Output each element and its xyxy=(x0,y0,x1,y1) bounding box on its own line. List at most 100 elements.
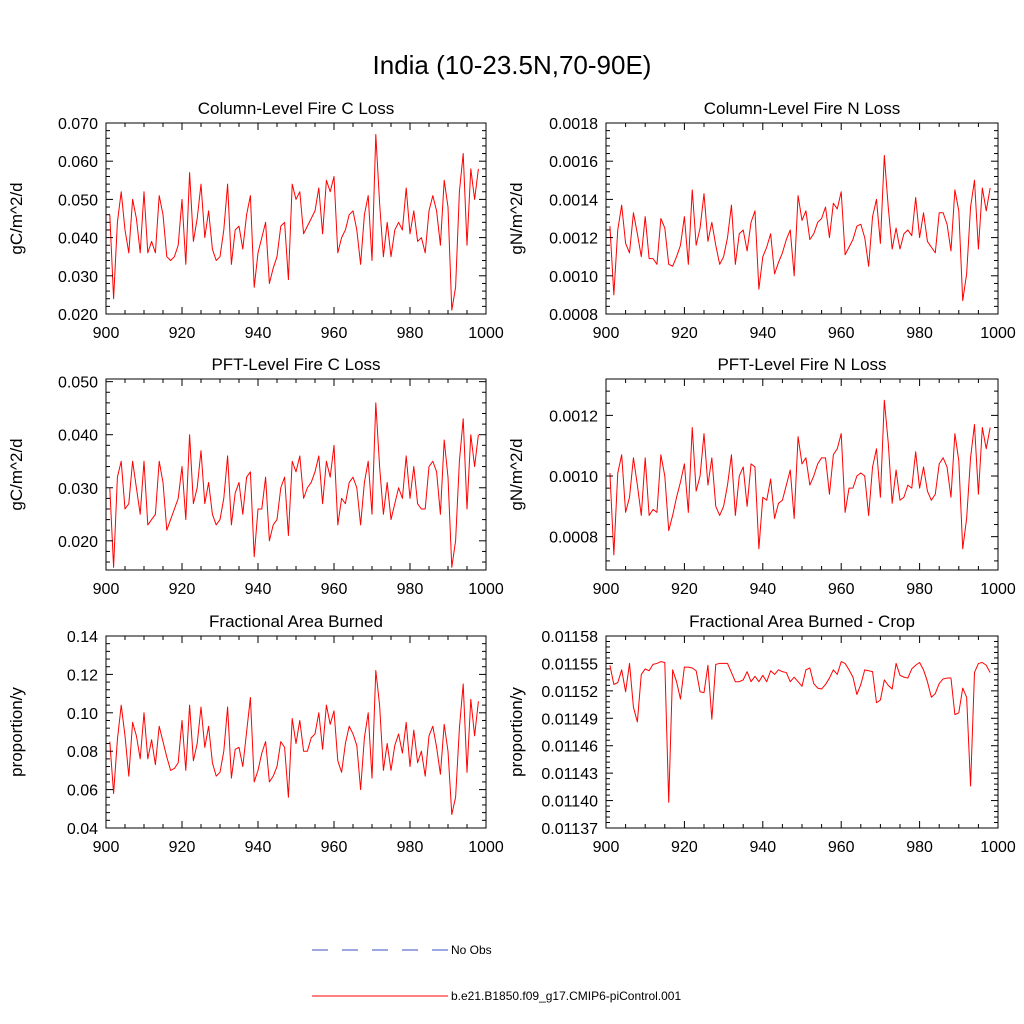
y-tick-label: 0.030 xyxy=(58,269,98,286)
x-tick-label: 980 xyxy=(397,325,424,342)
y-axis-label: gC/m^2/d xyxy=(7,182,26,254)
series-line-1-1 xyxy=(109,133,479,311)
y-tick-label: 0.0012 xyxy=(549,231,598,248)
legend-no-obs-label: No Obs xyxy=(451,943,492,957)
legend-model-label: b.e21.B1850.f09_g17.CMIP6-piControl.001 xyxy=(451,989,681,1003)
chart-title: PFT-Level Fire C Loss xyxy=(211,355,380,374)
x-tick-label: 940 xyxy=(245,325,272,342)
y-tick-label: 0.01155 xyxy=(541,656,598,673)
x-tick-label: 900 xyxy=(593,581,620,598)
y-tick-label: 0.01143 xyxy=(541,766,598,783)
plot-frame xyxy=(105,635,487,829)
x-tick-label: 900 xyxy=(93,581,120,598)
series-line-5-1 xyxy=(109,670,479,816)
x-tick-label: 900 xyxy=(593,325,620,342)
x-tick-label: 920 xyxy=(169,839,196,856)
y-tick-label: 0.01146 xyxy=(541,739,598,756)
x-tick-label: 960 xyxy=(321,839,348,856)
x-tick-label: 920 xyxy=(671,325,698,342)
x-tick-label: 980 xyxy=(906,839,933,856)
y-tick-label: 0.0016 xyxy=(549,154,598,171)
y-tick-label: 0.040 xyxy=(58,428,98,445)
x-tick-label: 1000 xyxy=(468,325,504,342)
y-axis-label: gN/m^2/d xyxy=(507,438,526,510)
y-tick-label: 0.0018 xyxy=(549,116,598,133)
x-tick-label: 980 xyxy=(906,325,933,342)
x-tick-label: 980 xyxy=(397,839,424,856)
y-tick-label: 0.12 xyxy=(67,667,98,684)
x-tick-label: 960 xyxy=(321,325,348,342)
series-line-3-1 xyxy=(109,402,479,568)
y-tick-label: 0.01140 xyxy=(541,794,598,811)
y-tick-label: 0.0012 xyxy=(549,408,598,425)
x-tick-label: 920 xyxy=(671,581,698,598)
y-tick-label: 0.030 xyxy=(58,481,98,498)
x-tick-label: 960 xyxy=(828,581,855,598)
y-tick-label: 0.0008 xyxy=(549,307,598,324)
x-tick-label: 920 xyxy=(671,839,698,856)
panels-group: 900 920 940 960 980 1000 0.020 0.030 0.040 0.050 0… xyxy=(7,99,1016,856)
y-tick-label: 0.01149 xyxy=(541,711,598,728)
y-tick-label: 0.060 xyxy=(58,154,98,171)
y-tick-label: 0.0014 xyxy=(549,192,598,209)
y-tick-label: 0.01152 xyxy=(541,684,598,701)
x-tick-label: 960 xyxy=(321,581,348,598)
y-tick-label: 0.040 xyxy=(58,231,98,248)
series-line-6-1 xyxy=(609,661,991,803)
chart-panel-4: 900 920 940 960 980 1000 0.0008 0.0010 0.0012 PFT… xyxy=(507,355,1016,598)
x-tick-label: 940 xyxy=(245,839,272,856)
chart-title: PFT-Level Fire N Loss xyxy=(717,355,886,374)
y-tick-label: 0.01158 xyxy=(541,629,598,646)
x-tick-label: 1000 xyxy=(980,325,1016,342)
series-line-2-1 xyxy=(609,154,991,302)
y-tick-label: 0.0010 xyxy=(549,469,598,486)
chart-panel-6: 900 920 940 960 980 1000 0.01137 0.01140 0.01143… xyxy=(507,612,1016,856)
y-tick-label: 0.070 xyxy=(58,116,98,133)
y-tick-label: 0.10 xyxy=(67,706,98,723)
x-tick-label: 980 xyxy=(397,581,424,598)
y-tick-label: 0.04 xyxy=(67,821,98,838)
x-tick-label: 920 xyxy=(169,325,196,342)
x-tick-label: 940 xyxy=(749,581,776,598)
legend: No Obs b.e21.B1850.f09_g17.CMIP6-piContr… xyxy=(312,943,681,1003)
y-tick-label: 0.08 xyxy=(67,744,98,761)
x-tick-label: 1000 xyxy=(468,839,504,856)
y-tick-label: 0.01137 xyxy=(541,821,598,838)
y-tick-label: 0.06 xyxy=(67,783,98,800)
x-tick-label: 940 xyxy=(749,839,776,856)
x-tick-label: 900 xyxy=(93,325,120,342)
chart-panel-3: 900 920 940 960 980 1000 0.020 0.030 0.040 0.050 P… xyxy=(7,355,504,598)
chart-title: Column-Level Fire N Loss xyxy=(704,99,901,118)
chart-title: Fractional Area Burned xyxy=(209,612,383,631)
y-axis-label: gN/m^2/d xyxy=(507,182,526,254)
x-tick-label: 960 xyxy=(828,839,855,856)
chart-panel-1: 900 920 940 960 980 1000 0.020 0.030 0.040 0.050 0… xyxy=(7,99,504,342)
chart-panel-5: 900 920 940 960 980 1000 0.04 0.06 0.08 0.10 0.12 0… xyxy=(7,612,504,856)
x-tick-label: 900 xyxy=(93,839,120,856)
x-tick-label: 1000 xyxy=(468,581,504,598)
x-tick-label: 940 xyxy=(749,325,776,342)
y-axis-label: proportion/y xyxy=(507,687,526,777)
y-tick-label: 0.0010 xyxy=(549,269,598,286)
plot-frame xyxy=(105,378,487,571)
y-tick-label: 0.020 xyxy=(58,307,98,324)
x-tick-label: 900 xyxy=(593,839,620,856)
y-axis-label: proportion/y xyxy=(7,687,26,777)
x-tick-label: 1000 xyxy=(980,839,1016,856)
x-tick-label: 920 xyxy=(169,581,196,598)
y-tick-label: 0.0008 xyxy=(549,530,598,547)
chart-title: Column-Level Fire C Loss xyxy=(198,99,395,118)
x-tick-label: 980 xyxy=(906,581,933,598)
x-tick-label: 1000 xyxy=(980,581,1016,598)
figure-title: India (10-23.5N,70-90E) xyxy=(373,50,652,80)
y-tick-label: 0.020 xyxy=(58,534,98,551)
y-axis-label: gC/m^2/d xyxy=(7,438,26,510)
chart-panel-2: 900 920 940 960 980 1000 0.0008 0.0010 0.0012 0.0… xyxy=(507,99,1016,342)
y-tick-label: 0.14 xyxy=(67,629,98,646)
x-tick-label: 960 xyxy=(828,325,855,342)
x-tick-label: 940 xyxy=(245,581,272,598)
y-tick-label: 0.050 xyxy=(58,375,98,392)
y-tick-label: 0.050 xyxy=(58,192,98,209)
series-line-4-1 xyxy=(609,399,991,556)
